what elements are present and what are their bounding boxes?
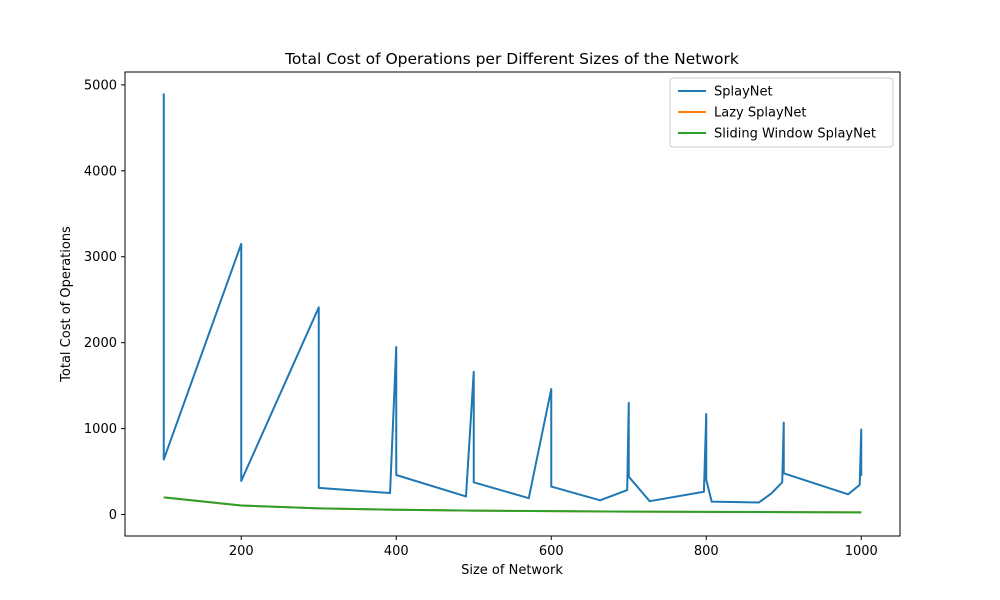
y-tick-label: 5000	[84, 78, 117, 93]
legend-box	[669, 77, 894, 148]
series-line-0	[162, 93, 863, 504]
x-tick-label: 1000	[845, 544, 878, 559]
x-tick-label: 800	[694, 544, 719, 559]
y-tick-label: 4000	[84, 164, 117, 179]
y-axis-label: Total Cost of Operations	[59, 226, 74, 383]
y-tick-label: 0	[109, 508, 117, 523]
series-layer	[162, 93, 863, 514]
x-tick-label: 600	[539, 544, 564, 559]
x-tick-label: 200	[229, 544, 254, 559]
legend: SplayNet Lazy SplayNet Sliding Window Spla…	[669, 77, 894, 148]
legend-label-2: Sliding Window SplayNet	[714, 127, 876, 142]
legend-label-1: Lazy SplayNet	[714, 106, 806, 121]
y-tick-label: 1000	[84, 422, 117, 437]
legend-label-0: SplayNet	[714, 85, 773, 100]
series-line-2	[163, 496, 862, 514]
x-tick-label: 400	[384, 544, 409, 559]
y-tick-label: 3000	[84, 250, 117, 265]
x-axis-label: Size of Network	[461, 563, 563, 578]
y-axis-ticks: 0 1000 2000 3000 4000 5000	[84, 78, 125, 523]
x-axis-ticks: 200 400 600 800 1000	[229, 536, 878, 559]
y-tick-label: 2000	[84, 336, 117, 351]
chart-title: Total Cost of Operations per Different S…	[284, 50, 739, 68]
plot-frame	[124, 71, 901, 537]
